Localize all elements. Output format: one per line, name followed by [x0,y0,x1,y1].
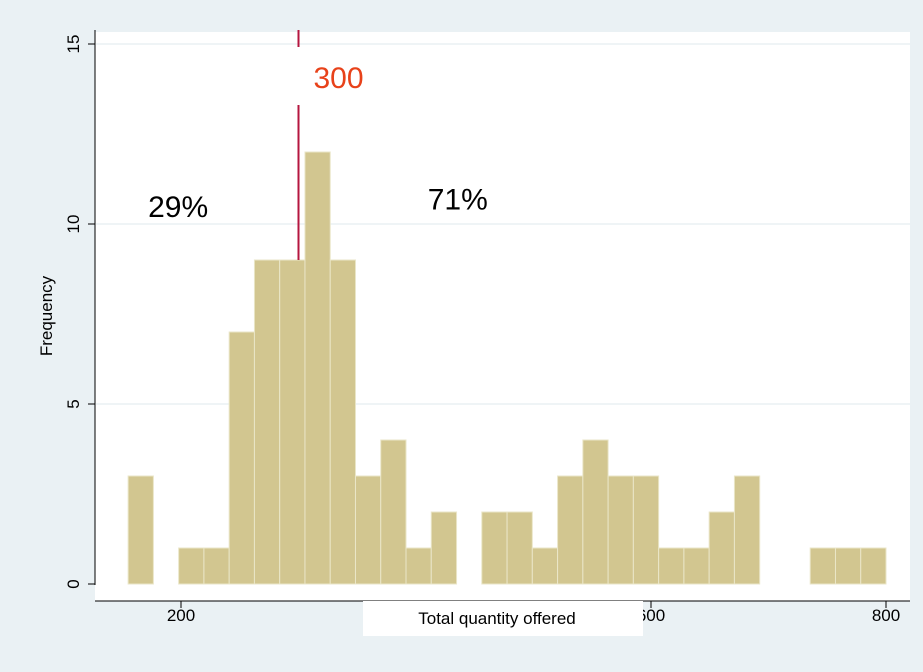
y-axis-title: Frequency [37,275,56,356]
histogram-bar-2 [203,547,230,585]
histogram-bar-3 [228,331,255,585]
reference-line-group: 300 [297,30,364,260]
histogram-bar-6 [304,151,331,585]
histogram-bar-4 [253,259,281,585]
y-tick-label-10: 10 [64,215,83,234]
y-tick-label-5: 5 [64,399,83,408]
y-tick-label-15: 15 [64,35,83,54]
histogram-bar-10 [405,547,432,585]
histogram-bar-1 [178,547,205,585]
histogram-bar-11 [430,511,458,585]
histogram-bar-20 [683,547,710,585]
histogram-bar-17 [607,475,634,585]
histogram-bar-8 [354,475,382,585]
histogram-bar-12 [481,511,508,585]
histogram-bar-24 [834,547,862,585]
histogram-bar-25 [860,547,887,585]
histogram-bar-14 [531,547,559,585]
histogram-bars [127,151,887,585]
x-tick-label-600: 600 [637,606,665,625]
x-axis-title: Total quantity offered [418,609,576,628]
y-tick-label-0: 0 [64,579,83,588]
annotation-0: 29% [148,191,208,224]
histogram-bar-23 [809,547,836,585]
histogram-bar-5 [279,259,306,585]
histogram-bar-19 [658,547,685,585]
histogram-bar-22 [733,475,761,585]
histogram-bar-9 [380,439,407,585]
histogram-bar-7 [329,259,356,585]
histogram-bar-16 [582,439,609,585]
histogram-bar-21 [708,511,735,585]
histogram-bar-18 [632,475,660,585]
histogram-bar-13 [506,511,533,585]
reference-line-label: 300 [314,62,364,95]
histogram-bar-0 [127,475,154,585]
x-axis-title-box [363,601,643,636]
histogram-bar-15 [557,475,584,585]
x-tick-label-800: 800 [872,606,900,625]
annotations: 29% 71% [148,184,488,224]
annotation-1: 71% [428,184,488,217]
x-tick-label-200: 200 [167,606,195,625]
